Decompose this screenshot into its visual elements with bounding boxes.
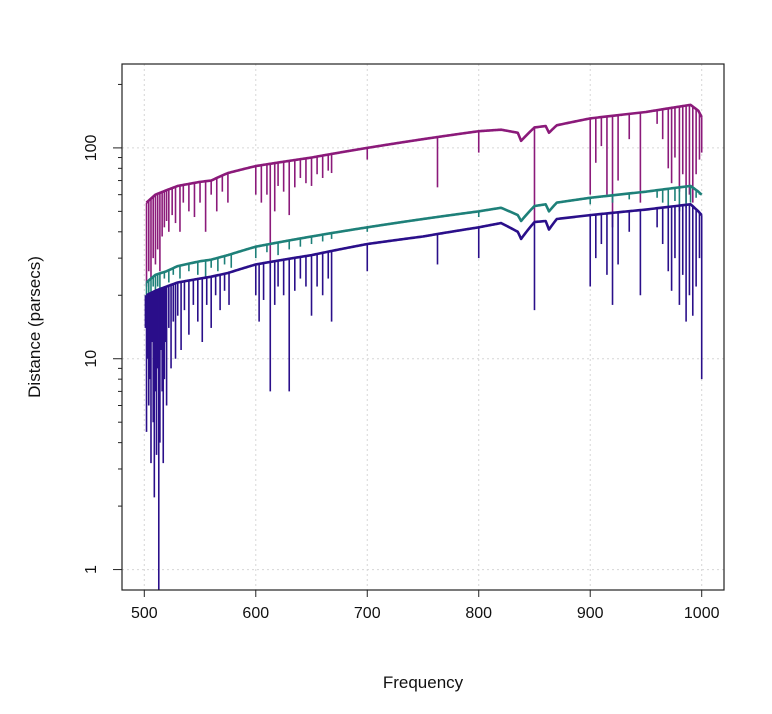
y-tick-label: 1 xyxy=(83,565,100,574)
series-layer xyxy=(144,103,703,590)
x-axis-title: Frequency xyxy=(383,673,464,692)
series-line xyxy=(145,203,703,297)
series-3 xyxy=(144,203,703,590)
x-tick-label: 700 xyxy=(354,605,381,622)
series-2 xyxy=(145,184,703,305)
series-line xyxy=(145,103,703,204)
series-line xyxy=(145,184,703,284)
x-tick-label: 500 xyxy=(131,605,158,622)
y-axis-title: Distance (parsecs) xyxy=(25,256,44,398)
x-tick-label: 1000 xyxy=(684,605,720,622)
y-tick-label: 100 xyxy=(83,134,100,161)
x-tick-label: 800 xyxy=(465,605,492,622)
x-tick-label: 600 xyxy=(242,605,269,622)
y-axis: 1 10 100 xyxy=(83,83,122,574)
y-tick-label: 10 xyxy=(83,350,100,368)
grid xyxy=(122,64,724,590)
x-axis: 500 600 700 800 900 1000 xyxy=(131,589,720,622)
x-tick-label: 900 xyxy=(577,605,604,622)
